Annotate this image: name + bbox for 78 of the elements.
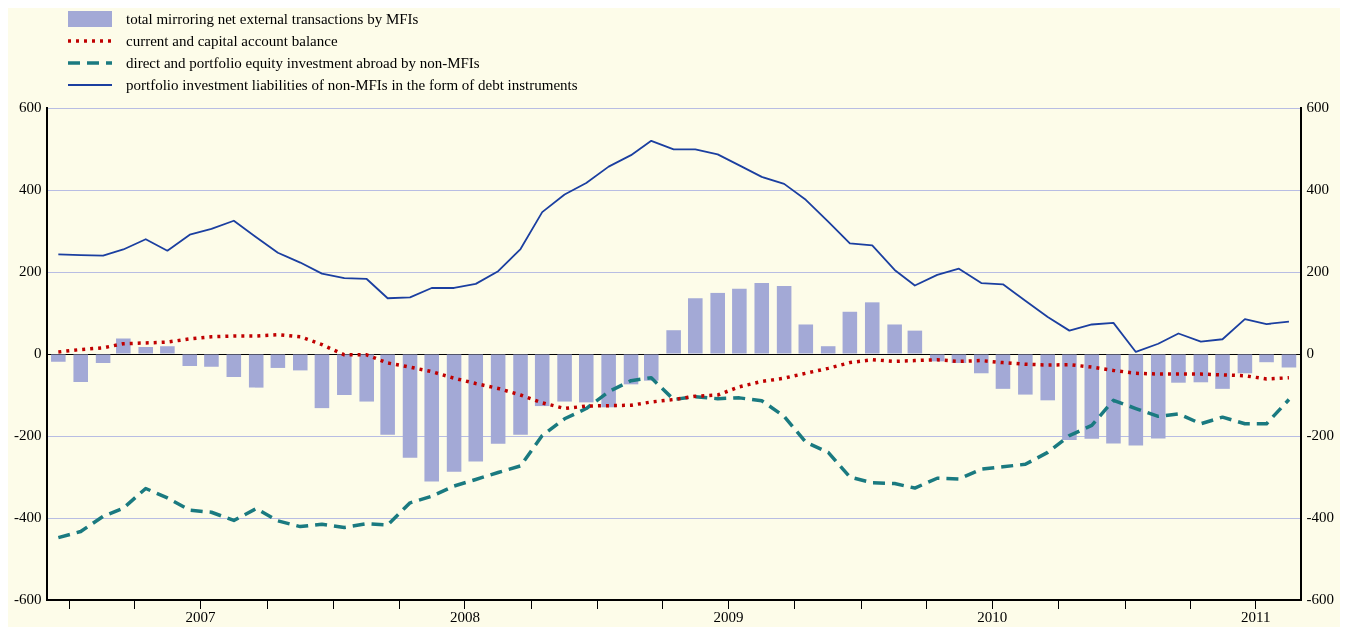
bar	[160, 346, 175, 354]
y2-tick-label: 600	[1306, 98, 1329, 115]
bar	[710, 292, 725, 354]
bar	[204, 354, 219, 367]
bar	[314, 354, 330, 409]
legend-label: current and capital account balance	[126, 32, 338, 51]
bar	[1128, 354, 1144, 446]
bar	[864, 302, 880, 354]
y2-tick-label: 200	[1306, 262, 1329, 279]
bar	[226, 354, 242, 377]
line-series	[56, 332, 1291, 411]
bar	[820, 346, 836, 354]
bar	[1237, 354, 1253, 374]
bar	[446, 354, 462, 472]
bar	[380, 354, 395, 435]
y2-tick-label: -400	[1306, 508, 1334, 525]
bar	[887, 324, 902, 354]
bar	[1171, 354, 1186, 383]
legend-label: total mirroring net external transactions by MFIs	[126, 10, 419, 29]
bar	[601, 354, 616, 408]
bar	[776, 285, 792, 354]
bar	[337, 354, 352, 395]
x-tick-label: 2007	[185, 608, 217, 625]
y2-tick-label: -600	[1306, 590, 1334, 607]
bar	[402, 354, 418, 458]
y-tick-label: -400	[14, 508, 42, 525]
bar	[424, 354, 439, 482]
x-tick-label: 2009	[713, 608, 744, 625]
bar	[995, 354, 1011, 389]
bar	[270, 354, 286, 368]
bar	[359, 354, 374, 402]
bar	[688, 298, 703, 354]
line-series	[56, 376, 1291, 540]
x-tick-label: 2010	[977, 608, 1008, 625]
bar	[182, 354, 198, 366]
bar	[534, 354, 550, 407]
bar	[1040, 354, 1056, 401]
x-tick-label: 2008	[449, 608, 480, 625]
bar	[798, 324, 814, 354]
y-tick-label: 200	[19, 262, 42, 279]
bar	[116, 338, 131, 354]
y2-tick-label: -200	[1306, 426, 1334, 443]
bar	[732, 288, 747, 354]
bar	[557, 354, 572, 402]
bar	[1062, 354, 1077, 441]
bar	[666, 330, 681, 354]
bar	[292, 354, 308, 371]
bar	[754, 283, 770, 354]
bar	[1084, 354, 1100, 439]
bar	[468, 354, 484, 462]
y2-tick-label: 0	[1306, 344, 1314, 361]
bar	[138, 347, 153, 354]
bar	[513, 354, 528, 435]
y-tick-label: -600	[14, 590, 42, 607]
bar	[578, 354, 594, 403]
bar	[643, 354, 659, 381]
bar	[974, 354, 989, 374]
bar	[490, 354, 506, 444]
bar	[95, 354, 111, 364]
bar	[51, 354, 66, 362]
bar	[1018, 354, 1033, 395]
bar	[1259, 354, 1274, 363]
y2-tick-label: 400	[1306, 180, 1329, 197]
bar	[1150, 354, 1166, 439]
bar	[73, 354, 88, 382]
bar	[1215, 354, 1230, 389]
y-tick-label: -200	[14, 426, 42, 443]
bar	[907, 330, 923, 354]
bar	[842, 311, 858, 354]
bar	[1281, 354, 1297, 368]
y-tick-label: 600	[19, 98, 42, 115]
legend-label: portfolio investment liabilities of non-MFIs in the form of debt instruments	[126, 76, 578, 95]
x-tick-label: 2011	[1241, 608, 1271, 625]
bar	[248, 354, 264, 388]
bar	[1106, 354, 1121, 444]
y-tick-label: 0	[34, 344, 42, 361]
y-tick-label: 400	[19, 180, 42, 197]
legend-label: direct and portfolio equity investment abroad by non-MFIs	[126, 54, 480, 73]
